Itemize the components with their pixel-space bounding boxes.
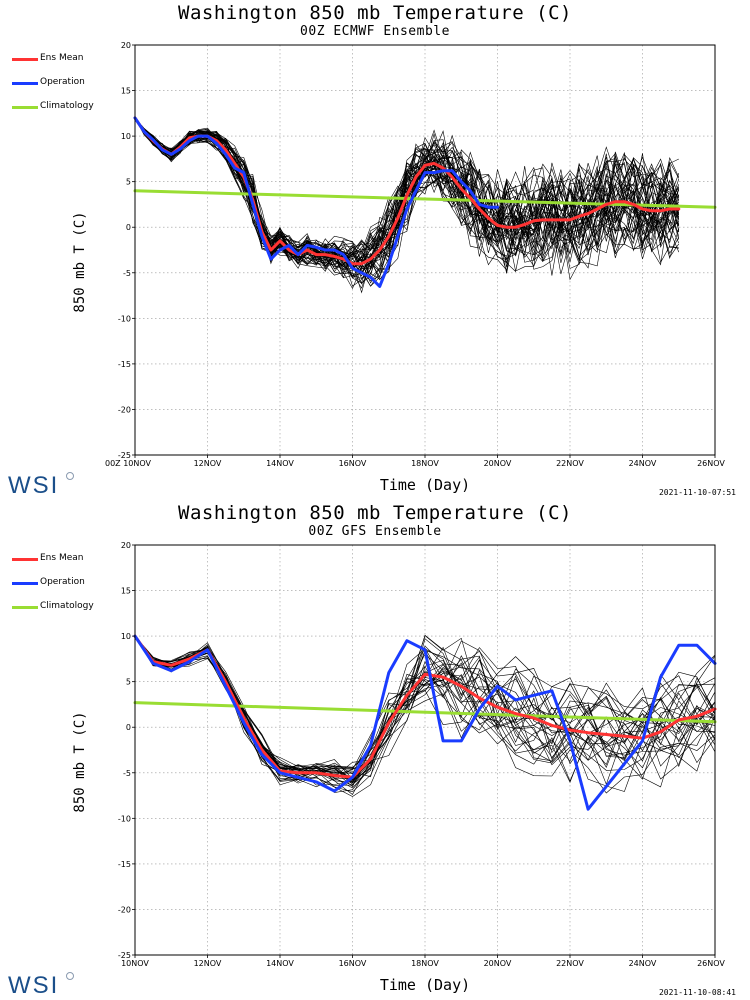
grid [134,44,716,456]
timestamp: 2021-11-10-08:41 [658,988,736,997]
ensemble-members [134,634,716,797]
x-tick-label: 20NOV [484,459,512,468]
legend-label: Climatology [40,101,94,111]
x-tick-label: 16NOV [339,459,367,468]
x-tick-label: 22NOV [556,459,584,468]
series-line-operation [133,116,499,288]
y-tick-label: 5 [126,678,131,687]
y-tick-label: -25 [118,951,131,960]
legend-label: Climatology [40,601,94,611]
x-tick-label: 00Z 10NOV [105,459,152,468]
logo-mark-icon [66,472,74,480]
chart-panel-gfs: Washington 850 mb Temperature (C) 00Z GF… [0,500,750,1000]
x-axis-label: Time (Day) [379,976,471,994]
y-tick-label: 5 [126,178,131,187]
y-tick-label: 15 [121,87,131,96]
chart-subtitle: 00Z ECMWF Ensemble [300,24,450,39]
y-tick-label: 10 [121,632,131,641]
x-tick-label: 26NOV [697,459,725,468]
x-tick-label: 22NOV [556,959,584,968]
chart-title: Washington 850 mb Temperature (C) [178,2,572,24]
chart-panel-ecmwf: Washington 850 mb Temperature (C) 00Z EC… [8,2,736,500]
legend-item-climatology: Climatology [10,100,110,124]
x-tick-label: 24NOV [629,959,657,968]
x-tick-label: 26NOV [697,959,725,968]
ensemble-member-line [134,117,680,287]
y-tick-label: -10 [118,314,131,323]
x-tick-label: 10NOV [121,959,149,968]
x-tick-label: 14NOV [266,959,294,968]
legend-label: Ens Mean [40,553,84,563]
y-tick-label: -25 [118,451,131,460]
y-tick-label: -10 [118,814,131,823]
y-tick-label: -5 [123,269,131,278]
x-tick-label: 20NOV [484,959,512,968]
x-tick-label: 24NOV [629,459,657,468]
series-line-ens-mean [133,116,681,266]
y-tick-label: 20 [121,41,131,50]
ensemble-member-line [134,635,716,783]
legend-item-ens-mean: Ens Mean [10,552,110,576]
y-tick-label: 20 [121,541,131,550]
legend-swatch-climatology [12,606,38,609]
y-tick-label: 10 [121,132,131,141]
x-tick-label: 12NOV [194,959,222,968]
wsi-logo: WSI [8,972,78,1000]
legend-label: Operation [40,577,85,587]
legend-item-operation: Operation [10,76,110,100]
legend-item-climatology: Climatology [10,600,110,624]
ensemble-member-line [134,117,680,269]
y-tick-label: -15 [118,860,131,869]
x-tick-label: 16NOV [339,959,367,968]
legend-swatch-climatology [12,106,38,109]
y-tick-label: -5 [123,769,131,778]
x-tick-label: 18NOV [411,459,439,468]
x-tick-label: 12NOV [194,459,222,468]
legend-label: Ens Mean [40,53,84,63]
legend: Ens Mean Operation Climatology [10,552,110,624]
legend-swatch-ens-mean [12,58,38,61]
y-tick-label: 0 [126,723,131,732]
y-tick-label: 15 [121,587,131,596]
series-line-climatology [133,701,717,724]
y-tick-label: -15 [118,360,131,369]
y-tick-label: -20 [118,405,131,414]
ensemble-member-line [134,117,680,265]
logo-mark-icon [66,972,74,980]
x-axis-label: Time (Day) [379,476,471,494]
series-line-operation [133,634,717,811]
logo-text: WSI [8,472,60,499]
legend-swatch-ens-mean [12,558,38,561]
legend: Ens Mean Operation Climatology [10,52,110,124]
chart-title: Washington 850 mb Temperature (C) [178,502,572,524]
logo-text: WSI [8,972,60,999]
x-tick-label: 14NOV [266,459,294,468]
wsi-logo: WSI [8,472,78,500]
ensemble-member-line [134,117,680,255]
series-line-ens-mean [133,634,717,779]
ensemble-member-line [134,635,716,780]
ensemble-member-line [134,117,680,266]
chart-subtitle: 00Z GFS Ensemble [308,524,442,539]
legend-item-ens-mean: Ens Mean [10,52,110,76]
y-tick-label: -20 [118,905,131,914]
legend-item-operation: Operation [10,576,110,600]
ensemble-member-line [134,117,680,255]
legend-swatch-operation [12,582,38,585]
legend-label: Operation [40,77,85,87]
series-line-climatology [133,189,717,209]
ensemble-member-line [134,635,716,797]
x-tick-label: 18NOV [411,959,439,968]
ensemble-member-line [134,635,716,784]
y-tick-label: 0 [126,223,131,232]
timestamp: 2021-11-10-07:51 [658,488,736,497]
legend-swatch-operation [12,82,38,85]
